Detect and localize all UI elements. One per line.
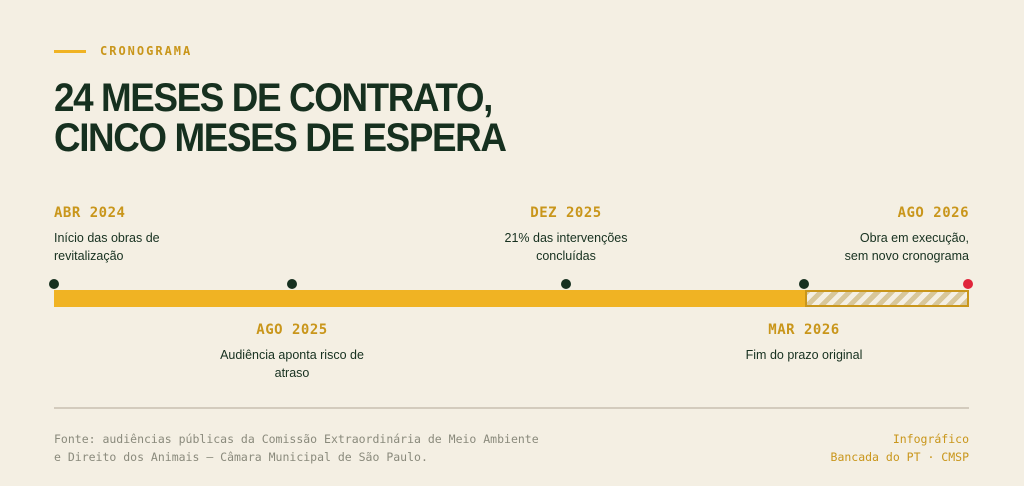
- event-description: 21% das intervenções concluídas: [476, 229, 656, 265]
- event-date: DEZ 2025: [530, 205, 602, 221]
- event-desc-line: sem novo cronograma: [844, 249, 969, 263]
- kicker-label: CRONOGRAMA: [100, 44, 193, 58]
- event-description: Audiência aponta risco de atraso: [207, 346, 377, 382]
- event-desc-line: concluídas: [536, 249, 596, 263]
- kicker-accent-line: [54, 50, 86, 53]
- timeline-bar-contract: [54, 290, 805, 307]
- timeline-event-mar-2026: MAR 2026 Fim do prazo original: [719, 322, 889, 364]
- credit: Infográfico Bancada do PT · CMSP: [831, 430, 969, 466]
- timeline-marker-dez-2025: [561, 279, 571, 289]
- timeline-event-ago-2025: AGO 2025 Audiência aponta risco de atras…: [207, 322, 377, 382]
- credit-line: Bancada do PT · CMSP: [830, 450, 969, 464]
- event-desc-line: Audiência aponta risco de: [220, 348, 364, 362]
- page-title: 24 MESES DE CONTRATO, CINCO MESES DE ESP…: [54, 76, 507, 160]
- timeline-marker-abr-2024: [49, 279, 59, 289]
- event-desc-line: Obra em execução,: [859, 231, 969, 245]
- event-desc-line: Fim do prazo original: [745, 348, 863, 362]
- timeline-event-dez-2025: DEZ 2025 21% das intervenções concluídas: [476, 205, 656, 265]
- timeline-marker-ago-2026: [963, 279, 973, 289]
- event-date: AGO 2026: [897, 205, 969, 221]
- source-line: e Direito dos Animais — Câmara Municipal…: [54, 450, 428, 464]
- event-date: MAR 2026: [768, 322, 840, 338]
- timeline-bar-overdue: [805, 290, 969, 307]
- event-description: Fim do prazo original: [719, 346, 889, 364]
- event-desc-line: atraso: [274, 366, 310, 380]
- event-description: Início das obras de revitalização: [54, 229, 224, 265]
- event-desc-line: 21% das intervenções: [504, 231, 628, 245]
- event-description: Obra em execução, sem novo cronograma: [799, 229, 969, 265]
- title-line-1: 24 MESES DE CONTRATO,: [54, 76, 493, 120]
- title-line-2: CINCO MESES DE ESPERA: [54, 116, 507, 160]
- event-desc-line: Início das obras de: [54, 231, 160, 245]
- event-date: ABR 2024: [54, 205, 126, 221]
- timeline-event-abr-2024: ABR 2024 Início das obras de revitalizaç…: [54, 205, 224, 265]
- timeline-event-ago-2026: AGO 2026 Obra em execução, sem novo cron…: [799, 205, 969, 265]
- source-note: Fonte: audiências públicas da Comissão E…: [54, 430, 539, 466]
- footer-divider: [54, 407, 969, 409]
- event-date: AGO 2025: [256, 322, 328, 338]
- credit-line: Infográfico: [892, 432, 969, 446]
- timeline-marker-ago-2025: [287, 279, 297, 289]
- event-desc-line: revitalização: [54, 249, 124, 263]
- timeline-marker-mar-2026: [799, 279, 809, 289]
- source-line: Fonte: audiências públicas da Comissão E…: [54, 432, 539, 446]
